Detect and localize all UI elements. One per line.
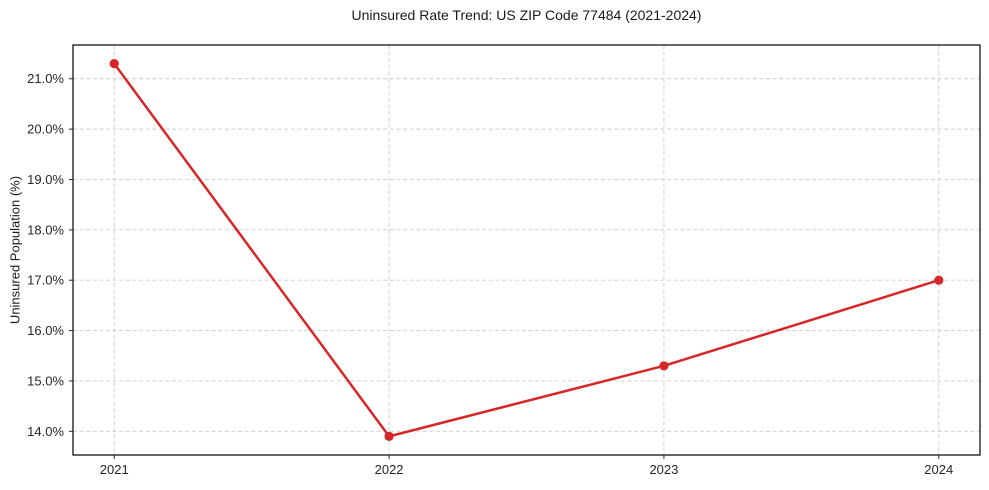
data-point	[109, 59, 119, 69]
x-tick-label: 2023	[649, 462, 678, 477]
y-tick-label: 15.0%	[27, 373, 64, 388]
y-tick-label: 18.0%	[27, 222, 64, 237]
y-tick-label: 20.0%	[27, 122, 64, 137]
data-point	[934, 275, 944, 285]
y-tick-label: 17.0%	[27, 273, 64, 288]
chart-title: Uninsured Rate Trend: US ZIP Code 77484 …	[351, 7, 702, 23]
data-point	[384, 431, 394, 441]
y-tick-label: 21.0%	[27, 71, 64, 86]
x-tick-label: 2022	[375, 462, 404, 477]
y-tick-label: 14.0%	[27, 424, 64, 439]
y-tick-label: 19.0%	[27, 172, 64, 187]
data-point	[659, 361, 669, 371]
x-tick-label: 2024	[924, 462, 953, 477]
x-tick-label: 2021	[100, 462, 129, 477]
trend-line	[112, 62, 941, 438]
y-tick-label: 16.0%	[27, 323, 64, 338]
axes-spines	[72, 44, 981, 456]
